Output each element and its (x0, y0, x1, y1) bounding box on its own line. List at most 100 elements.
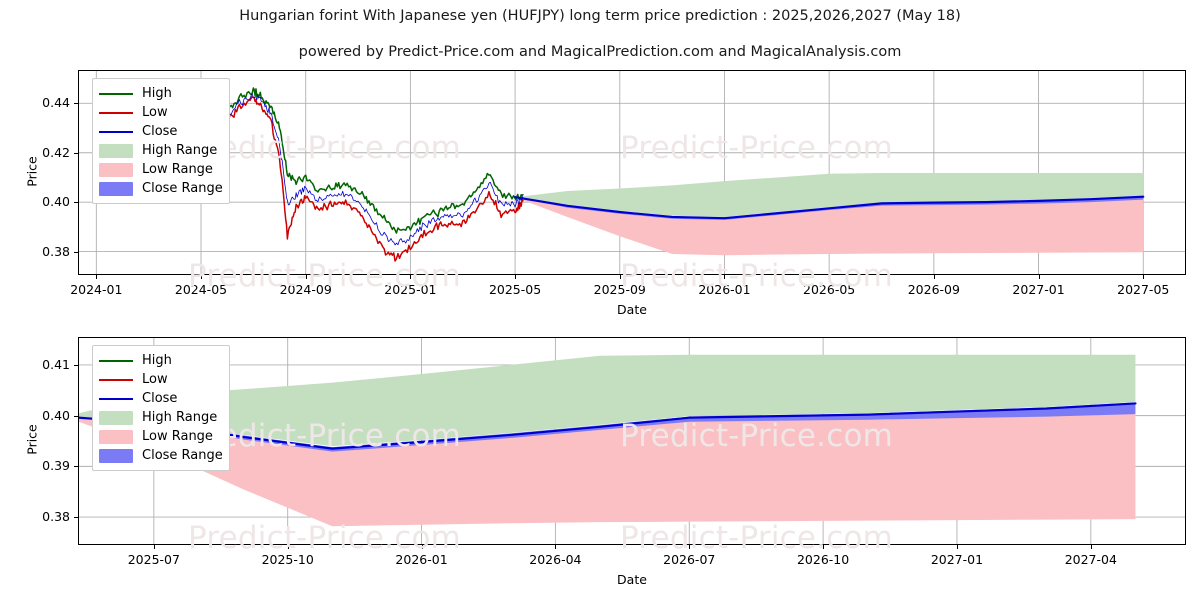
legend-label: High (142, 352, 172, 368)
xtick-mark (201, 275, 202, 279)
xtick-label: 2026-04 (529, 552, 582, 567)
legend-item-close-range: Close Range (99, 446, 223, 465)
ytick-mark (74, 517, 78, 519)
legend-label: Low (142, 104, 168, 120)
figure-subtitle: powered by Predict-Price.com and Magical… (298, 44, 902, 60)
legend-item-close-range: Close Range (99, 179, 223, 198)
ytick-label: 0.38 (42, 243, 70, 259)
figure-title: Hungarian forint With Japanese yen (HUFJ… (239, 8, 961, 24)
ytick-mark (74, 415, 78, 417)
legend-item-high-range: High Range (99, 141, 221, 160)
legend-item-low: Low (99, 103, 221, 122)
xtick-mark (96, 275, 98, 279)
bottom-chart-legend: High Low Close High Range Low Range Close Ran… (92, 345, 230, 471)
top-chart-plot (78, 70, 1186, 275)
xtick-label: 2026-09 (907, 282, 960, 297)
ytick-mark (74, 202, 78, 204)
xtick-mark (933, 275, 935, 279)
xtick-label: 2026-01 (698, 282, 751, 297)
legend-item-close: Close (99, 389, 221, 408)
legend-label: Close (142, 123, 178, 139)
legend-label: Low Range (142, 161, 213, 177)
xtick-label: 2027-01 (930, 552, 984, 567)
xtick-label: 2024-09 (279, 282, 332, 297)
top-chart-xlabel: Date (617, 302, 647, 317)
xtick-mark (515, 275, 517, 279)
legend-label: Low Range (142, 428, 213, 444)
ytick-label: 0.38 (42, 509, 70, 525)
ytick-label: 0.39 (42, 458, 70, 474)
legend-label: Low (142, 371, 168, 387)
ytick-mark (74, 103, 78, 105)
xtick-label: 2027-04 (1064, 552, 1117, 567)
legend-swatch-low-range-icon (99, 429, 133, 444)
xtick-label: 2025-01 (384, 282, 437, 297)
bottom-chart-axes (78, 337, 1186, 545)
legend-label: High Range (142, 142, 218, 158)
xtick-label: 2027-05 (1117, 282, 1170, 297)
ytick-mark (74, 251, 78, 253)
legend-label: High Range (142, 409, 218, 425)
xtick-mark (823, 545, 825, 549)
xtick-label: 2026-07 (663, 552, 716, 567)
xtick-mark (421, 545, 423, 549)
ytick-label: 0.42 (42, 144, 70, 160)
legend-label: High (142, 85, 172, 101)
xtick-label: 2025-10 (261, 552, 314, 567)
xtick-mark (555, 545, 557, 549)
xtick-label: 2025-05 (488, 282, 542, 297)
xtick-label: 2025-07 (127, 552, 180, 567)
ytick-label: 0.40 (42, 407, 70, 423)
ytick-label: 0.44 (42, 95, 70, 111)
legend-swatch-low-icon (99, 373, 133, 387)
legend-item-high-range: High Range (99, 408, 221, 427)
legend-swatch-close-icon (99, 125, 133, 139)
xtick-label: 2027-01 (1012, 282, 1065, 297)
ytick-mark (74, 466, 78, 468)
legend-item-low-range: Low Range (99, 160, 221, 179)
legend-swatch-high-range-icon (99, 143, 133, 158)
ytick-label: 0.40 (42, 194, 70, 210)
bottom-chart-xlabel: Date (617, 572, 647, 587)
legend-swatch-close-range-icon (99, 448, 133, 463)
xtick-mark (1038, 275, 1040, 279)
xtick-mark (153, 545, 155, 549)
xtick-label: 2026-05 (803, 282, 856, 297)
ytick-label: 0.41 (42, 356, 70, 372)
xtick-mark (1143, 275, 1145, 279)
top-chart-legend: High Low Close High Range Low Range Close Ran… (92, 78, 230, 204)
legend-swatch-high-icon (99, 87, 133, 101)
xtick-mark (410, 275, 412, 279)
ytick-mark (74, 152, 78, 154)
xtick-mark (1090, 545, 1092, 549)
xtick-mark (829, 275, 831, 279)
legend-swatch-high-range-icon (99, 410, 133, 425)
legend-swatch-high-icon (99, 354, 133, 368)
bottom-chart-plot (78, 337, 1186, 545)
xtick-mark (724, 275, 726, 279)
xtick-mark (287, 545, 289, 549)
xtick-mark (956, 545, 958, 549)
top-chart-axes (78, 70, 1186, 275)
legend-swatch-close-range-icon (99, 181, 133, 196)
xtick-mark (305, 275, 307, 279)
legend-swatch-low-icon (99, 106, 133, 120)
legend-label: Close Range (142, 180, 223, 196)
xtick-label: 2024-01 (70, 282, 123, 297)
xtick-label: 2025-09 (593, 282, 646, 297)
xtick-label: 2024-05 (174, 282, 228, 297)
legend-label: Close (142, 390, 178, 406)
legend-swatch-low-range-icon (99, 162, 133, 177)
legend-item-high: High (99, 351, 221, 370)
xtick-mark (619, 275, 621, 279)
legend-swatch-close-icon (99, 392, 133, 406)
legend-item-close: Close (99, 122, 221, 141)
ytick-mark (74, 364, 78, 366)
legend-label: Close Range (142, 447, 223, 463)
xtick-label: 2026-01 (395, 552, 448, 567)
legend-item-low-range: Low Range (99, 427, 221, 446)
xtick-label: 2026-10 (796, 552, 850, 567)
legend-item-high: High (99, 84, 221, 103)
legend-item-low: Low (99, 370, 221, 389)
